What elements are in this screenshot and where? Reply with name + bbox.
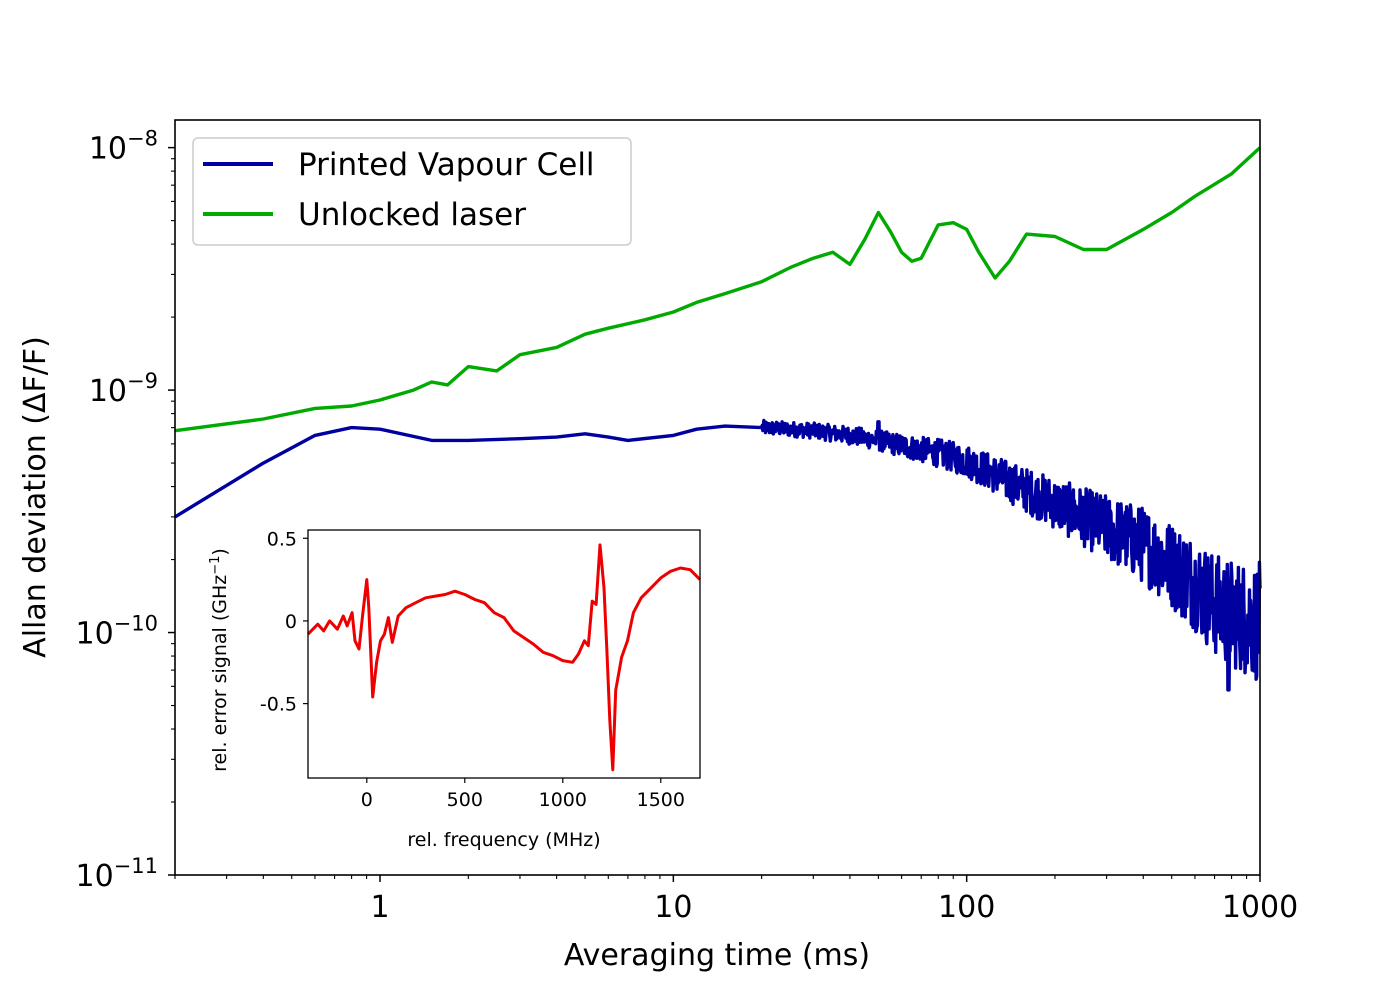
inset-x-tick-label: 500	[447, 789, 483, 811]
inset-plot-area	[308, 530, 700, 778]
x-tick-label: 10	[654, 890, 692, 925]
y-tick-label: 10−11	[75, 854, 158, 894]
inset-plot-frame	[307, 529, 701, 779]
series-line-printed-vapour-cell	[174, 418, 1262, 692]
inset-chart: 0 500 1000 1500 0.5 0 -0.5 rel. frequency (MHz…	[208, 528, 702, 851]
inset-x-tick-label: 1500	[637, 789, 685, 811]
legend: Printed Vapour Cell Unlocked laser	[192, 137, 632, 246]
main-plot-frame	[174, 119, 1261, 876]
x-tick-label: 1000	[1222, 890, 1298, 925]
y-tick-exponent: −11	[114, 854, 158, 878]
y-axis-label: Allan deviation (ΔF/F)	[18, 336, 53, 658]
inset-y-axis-label-close: )	[209, 548, 231, 555]
y-tick-label: 10−10	[75, 612, 158, 652]
legend-label-unlocked-laser: Unlocked laser	[298, 197, 526, 233]
inset-y-axis-label: rel. error signal (GHz−1)	[208, 548, 231, 772]
inset-x-tick-label: 1000	[539, 789, 587, 811]
y-tick-base: 10	[75, 617, 113, 652]
y-tick-exponent: −9	[127, 369, 158, 393]
y-tick-base: 10	[89, 374, 127, 409]
y-tick-exponent: −10	[114, 612, 158, 636]
inset-x-axis-label: rel. frequency (MHz)	[407, 829, 600, 851]
inset-y-axis-label-main: rel. error signal (GHz	[209, 575, 231, 772]
y-tick-label: 10−9	[89, 369, 158, 409]
inset-y-tick-label: 0	[285, 611, 297, 633]
inset-y-tick-label: -0.5	[260, 694, 297, 716]
inset-y-tick-label: 0.5	[267, 528, 297, 550]
legend-box	[192, 137, 632, 246]
inset-x-tick-label: 0	[361, 789, 373, 811]
inset-y-axis-label-exponent: −1	[208, 556, 223, 575]
y-tick-base: 10	[75, 859, 113, 894]
x-tick-label: 1	[370, 890, 389, 925]
series-line-unlocked-laser	[174, 146, 1262, 433]
inset-series-group	[306, 543, 702, 772]
inset-error-signal-line	[306, 543, 702, 772]
x-tick-label: 100	[938, 890, 995, 925]
y-tick-base: 10	[89, 132, 127, 167]
x-axis-label: Averaging time (ms)	[564, 938, 870, 973]
y-tick-label: 10−8	[89, 127, 158, 167]
inset-axes: 0 500 1000 1500 0.5 0 -0.5	[260, 528, 685, 811]
y-tick-exponent: −8	[127, 127, 158, 151]
legend-label-printed-vapour-cell: Printed Vapour Cell	[298, 147, 595, 183]
main-series-group	[174, 146, 1262, 692]
